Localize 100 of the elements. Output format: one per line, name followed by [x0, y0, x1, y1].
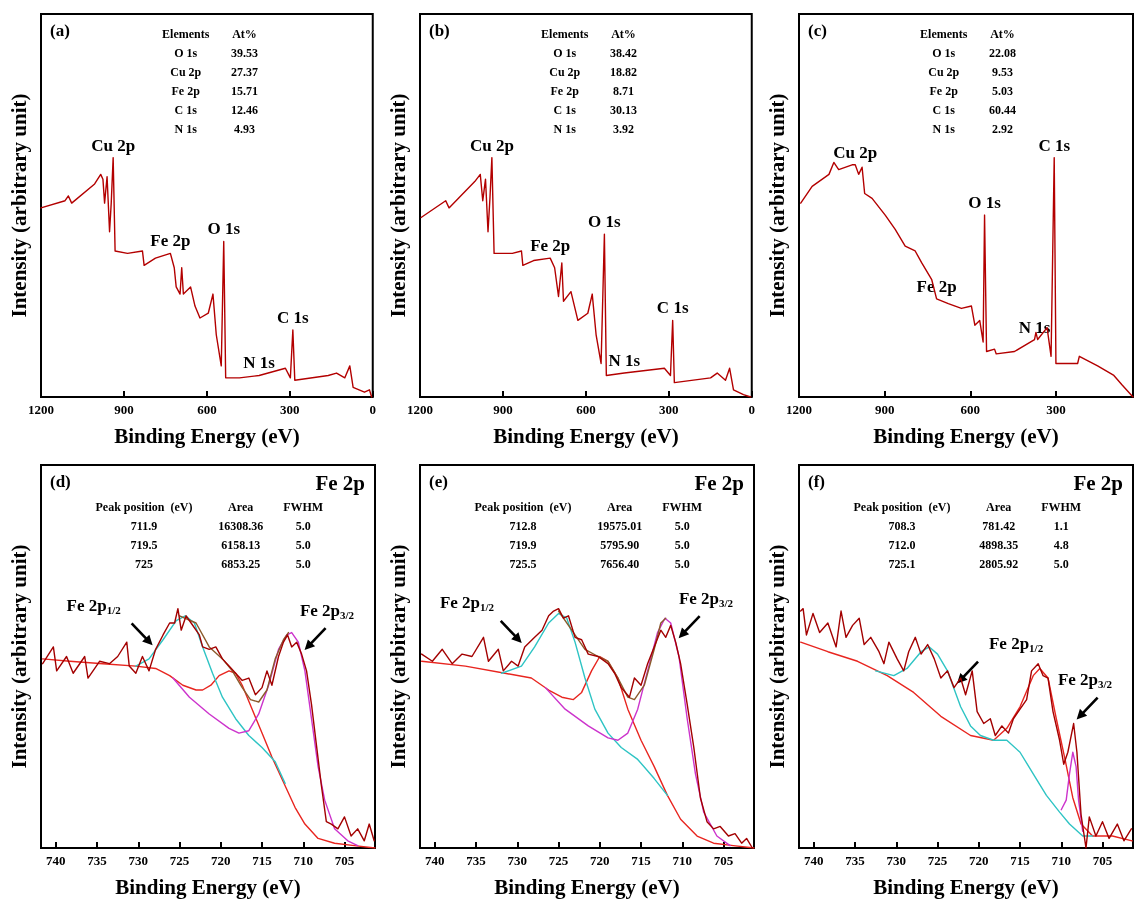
annotation: O 1s: [968, 193, 1002, 213]
x-tick-label: 300: [1046, 402, 1066, 417]
x-axis-title: Binding Energy (eV): [493, 423, 679, 448]
text: Cu 2p 9.53: [928, 65, 1013, 79]
x-tick-label: 900: [493, 402, 513, 417]
x-tick-label: 0: [369, 402, 376, 417]
x-tick-label: 1200: [407, 402, 433, 417]
text: 708.3 781.42 1.1: [888, 519, 1069, 533]
chart-subtitle: Fe 2p: [315, 470, 365, 495]
x-tick-label: 730: [128, 853, 149, 868]
text: O 1s 22.08: [932, 46, 1016, 60]
x-axis-title: Binding Energy (eV): [873, 423, 1059, 448]
text: 711.9 16308.36 5.0: [130, 519, 311, 533]
text: Peak position (eV) Area FWHM: [474, 500, 703, 514]
x-tick-label: 720: [969, 853, 989, 868]
text: C 1s 60.44: [932, 103, 1016, 117]
text: C 1s 12.46: [174, 103, 258, 117]
annotation: O 1s: [588, 212, 622, 232]
x-tick-label: 1200: [786, 402, 812, 417]
y-axis-title: Intensity (arbitrary unit): [385, 93, 410, 318]
x-tick-label: 715: [252, 853, 273, 868]
text: Peak position (eV) Area FWHM: [95, 500, 324, 514]
annotation: Fe 2p: [916, 276, 957, 296]
y-axis-title: Intensity (arbitrary unit): [764, 93, 789, 318]
x-tick-label: 600: [960, 402, 981, 417]
chart-title: (b): [429, 21, 450, 40]
x-axis-title: Binding Energy (eV): [114, 423, 300, 448]
text: 719.9 5795.90 5.0: [509, 538, 690, 552]
text: C 1s 30.13: [553, 103, 637, 117]
x-tick-label: 740: [46, 853, 66, 868]
y-axis-title: Intensity (arbitrary unit): [764, 544, 789, 769]
text: O 1s 39.53: [174, 46, 258, 60]
text: 719.5 6158.13 5.0: [130, 538, 311, 552]
text: Cu 2p 18.82: [549, 65, 637, 79]
text: Fe 2p 5.03: [929, 84, 1013, 98]
x-tick-label: 710: [293, 853, 313, 868]
text: 725.1 2805.92 5.0: [888, 557, 1069, 571]
annotation: C 1s: [656, 298, 689, 318]
x-tick-label: 725: [169, 853, 190, 868]
x-axis-title: Binding Energy (eV): [494, 874, 680, 899]
x-tick-label: 0: [748, 402, 755, 417]
annotation: N 1s: [1018, 317, 1051, 337]
x-tick-label: 600: [576, 402, 596, 417]
x-tick-label: 705: [713, 853, 734, 868]
annotation: C 1s: [277, 307, 310, 327]
text: Fe 2p 15.71: [171, 84, 258, 98]
x-tick-label: 720: [211, 853, 231, 868]
x-tick-label: 735: [466, 853, 487, 868]
x-tick-label: 710: [1051, 853, 1071, 868]
x-tick-label: 735: [845, 853, 866, 868]
chart-title: (c): [808, 21, 827, 40]
annotation: N 1s: [243, 353, 276, 373]
text: O 1s 38.42: [553, 46, 637, 60]
x-tick-label: 720: [590, 853, 610, 868]
x-tick-label: 710: [672, 853, 692, 868]
x-tick-label: 600: [197, 402, 217, 417]
x-tick-label: 705: [334, 853, 355, 868]
text: N 1s 3.92: [553, 122, 634, 136]
x-tick-label: 715: [631, 853, 652, 868]
x-tick-label: 1200: [28, 402, 54, 417]
x-tick-label: 735: [87, 853, 108, 868]
x-tick-label: 725: [927, 853, 948, 868]
annotation: Fe 2p: [530, 236, 571, 256]
x-tick-label: 300: [659, 402, 679, 417]
text: Elements At%: [920, 27, 1015, 41]
text: 725 6853.25 5.0: [135, 557, 311, 571]
text: Elements At%: [162, 27, 257, 41]
chart-title: (e): [429, 472, 448, 491]
annotation: Fe 2p: [150, 231, 191, 251]
x-tick-label: 300: [280, 402, 300, 417]
text: Elements At%: [541, 27, 636, 41]
annotation: O 1s: [207, 219, 241, 239]
x-tick-label: 900: [874, 402, 895, 417]
text: 712.8 19575.01 5.0: [509, 519, 690, 533]
x-tick-label: 730: [507, 853, 528, 868]
text: N 1s 2.92: [932, 122, 1013, 136]
text: Cu 2p 27.37: [170, 65, 258, 79]
chart-subtitle: Fe 2p: [694, 470, 744, 495]
chart-title: (a): [50, 21, 70, 40]
chart-title: (f): [808, 472, 825, 491]
x-tick-label: 730: [886, 853, 907, 868]
x-tick-label: 705: [1092, 853, 1113, 868]
annotation: N 1s: [608, 351, 641, 371]
x-tick-label: 740: [425, 853, 445, 868]
text: Peak position (eV) Area FWHM: [853, 500, 1082, 514]
y-axis-title: Intensity (arbitrary unit): [385, 544, 410, 769]
text: N 1s 4.93: [174, 122, 255, 136]
x-tick-label: 900: [114, 402, 134, 417]
annotation: Cu 2p: [91, 135, 136, 155]
y-axis-title: Intensity (arbitrary unit): [6, 544, 31, 769]
annotation: Cu 2p: [833, 142, 878, 162]
text: Fe 2p 8.71: [550, 84, 634, 98]
x-tick-label: 740: [804, 853, 824, 868]
x-axis-title: Binding Energy (eV): [115, 874, 301, 899]
chart-title: (d): [50, 472, 71, 491]
y-axis-title: Intensity (arbitrary unit): [6, 93, 31, 318]
text: 712.0 4898.35 4.8: [888, 538, 1069, 552]
x-axis-title: Binding Energy (eV): [873, 874, 1059, 899]
annotation: C 1s: [1038, 135, 1071, 155]
x-tick-label: 715: [1010, 853, 1031, 868]
